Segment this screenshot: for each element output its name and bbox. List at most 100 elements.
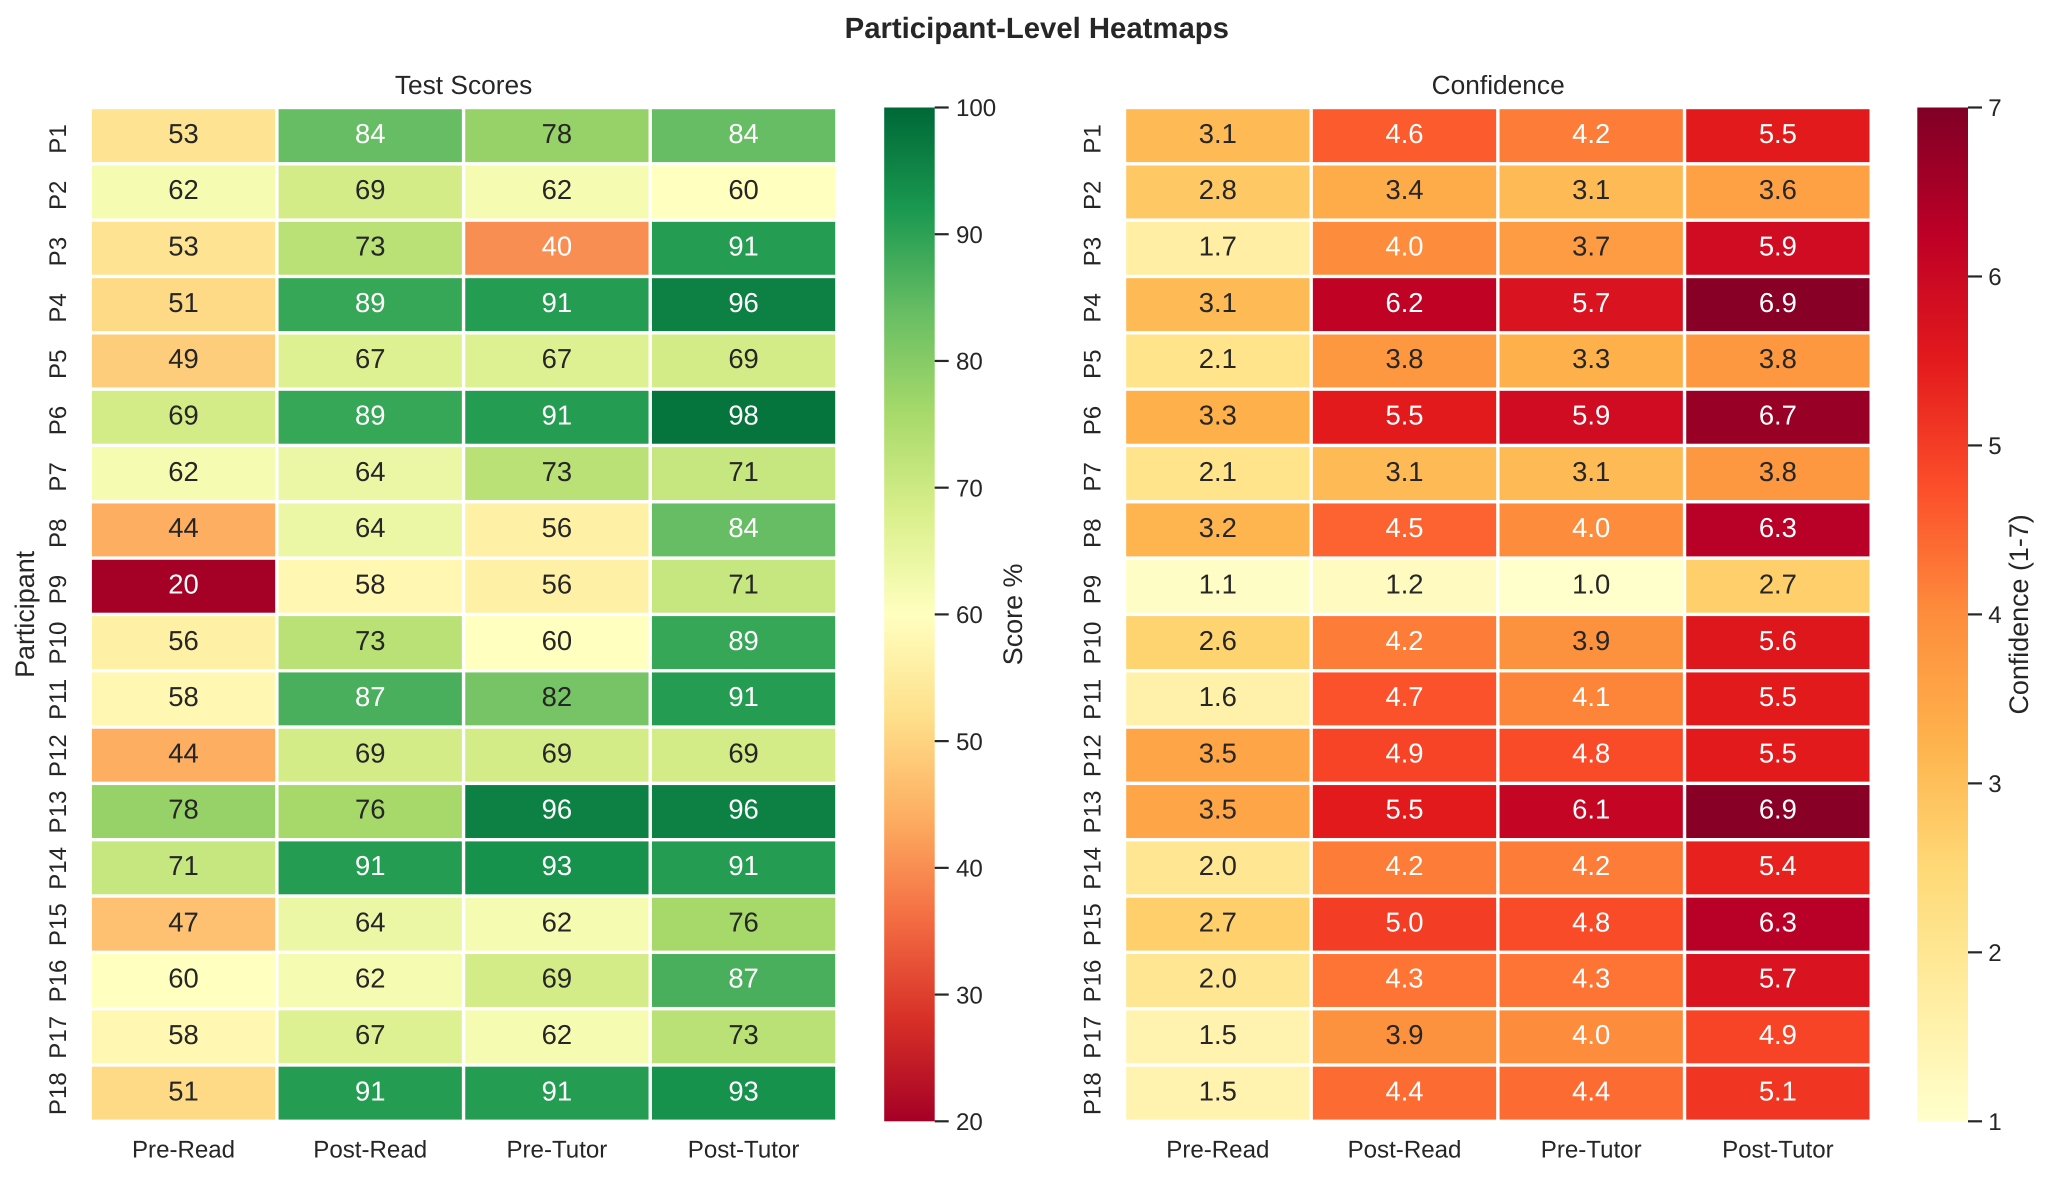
- svg-text:76: 76: [728, 906, 758, 937]
- svg-text:5.4: 5.4: [1759, 850, 1797, 881]
- svg-text:4.0: 4.0: [1385, 231, 1423, 262]
- svg-text:P1: P1: [45, 124, 72, 153]
- svg-text:3.9: 3.9: [1385, 1019, 1423, 1050]
- svg-text:Participant: Participant: [10, 550, 40, 678]
- svg-text:5.5: 5.5: [1759, 118, 1797, 149]
- svg-text:67: 67: [355, 1019, 385, 1050]
- svg-text:2.0: 2.0: [1199, 963, 1237, 994]
- svg-text:30: 30: [956, 982, 983, 1009]
- svg-text:69: 69: [168, 399, 198, 430]
- svg-text:6.9: 6.9: [1759, 287, 1797, 318]
- svg-text:5: 5: [1988, 433, 2001, 460]
- svg-text:4.9: 4.9: [1385, 737, 1423, 768]
- svg-text:P9: P9: [1079, 575, 1106, 604]
- svg-text:49: 49: [168, 343, 198, 374]
- svg-text:P14: P14: [45, 847, 72, 890]
- svg-text:56: 56: [168, 625, 198, 656]
- svg-text:3.7: 3.7: [1572, 231, 1610, 262]
- svg-text:73: 73: [355, 625, 385, 656]
- svg-text:58: 58: [355, 568, 385, 599]
- svg-text:78: 78: [168, 794, 198, 825]
- svg-text:73: 73: [355, 231, 385, 262]
- svg-text:6.2: 6.2: [1385, 287, 1423, 318]
- svg-text:Pre-Tutor: Pre-Tutor: [1541, 1136, 1642, 1163]
- svg-text:5.9: 5.9: [1572, 399, 1610, 430]
- svg-text:64: 64: [355, 456, 385, 487]
- svg-text:4.8: 4.8: [1572, 906, 1610, 937]
- svg-text:84: 84: [728, 118, 758, 149]
- svg-text:P4: P4: [45, 293, 72, 322]
- svg-text:2.1: 2.1: [1199, 343, 1237, 374]
- svg-text:1.1: 1.1: [1199, 568, 1237, 599]
- svg-text:Pre-Read: Pre-Read: [132, 1136, 235, 1163]
- svg-text:4.3: 4.3: [1385, 963, 1423, 994]
- svg-text:5.7: 5.7: [1572, 287, 1610, 318]
- svg-text:76: 76: [355, 794, 385, 825]
- svg-text:96: 96: [542, 794, 572, 825]
- svg-text:P12: P12: [1079, 734, 1106, 777]
- svg-text:2.0: 2.0: [1199, 850, 1237, 881]
- svg-text:P3: P3: [1079, 237, 1106, 266]
- svg-text:6: 6: [1988, 264, 2001, 291]
- svg-text:P8: P8: [1079, 518, 1106, 547]
- svg-text:2.1: 2.1: [1199, 456, 1237, 487]
- svg-text:91: 91: [542, 1075, 572, 1106]
- svg-text:5.5: 5.5: [1385, 794, 1423, 825]
- svg-text:62: 62: [542, 906, 572, 937]
- svg-text:62: 62: [168, 174, 198, 205]
- svg-text:4.5: 4.5: [1385, 512, 1423, 543]
- svg-text:69: 69: [728, 737, 758, 768]
- svg-text:Confidence (1-7): Confidence (1-7): [2004, 514, 2034, 714]
- svg-text:P6: P6: [45, 406, 72, 435]
- svg-text:4.4: 4.4: [1572, 1075, 1610, 1106]
- svg-text:91: 91: [355, 1075, 385, 1106]
- svg-text:2.7: 2.7: [1759, 568, 1797, 599]
- svg-text:58: 58: [168, 681, 198, 712]
- svg-text:5.6: 5.6: [1759, 625, 1797, 656]
- svg-text:1.6: 1.6: [1199, 681, 1237, 712]
- svg-text:5.5: 5.5: [1759, 681, 1797, 712]
- svg-text:91: 91: [355, 850, 385, 881]
- svg-text:4.2: 4.2: [1385, 850, 1423, 881]
- svg-text:P10: P10: [45, 622, 72, 665]
- svg-text:Post-Read: Post-Read: [313, 1136, 427, 1163]
- svg-text:Score %: Score %: [998, 564, 1028, 666]
- svg-text:90: 90: [956, 222, 983, 249]
- svg-text:7: 7: [1988, 95, 2001, 122]
- svg-text:4.3: 4.3: [1572, 963, 1610, 994]
- svg-text:6.7: 6.7: [1759, 399, 1797, 430]
- svg-text:3.8: 3.8: [1759, 456, 1797, 487]
- svg-text:P11: P11: [1079, 679, 1106, 720]
- svg-text:Test Scores: Test Scores: [395, 70, 532, 100]
- svg-text:4.8: 4.8: [1572, 737, 1610, 768]
- svg-text:3.1: 3.1: [1199, 118, 1237, 149]
- svg-text:4.0: 4.0: [1572, 512, 1610, 543]
- svg-text:91: 91: [542, 399, 572, 430]
- svg-text:3.1: 3.1: [1385, 456, 1423, 487]
- svg-text:P9: P9: [45, 575, 72, 604]
- svg-text:P8: P8: [45, 518, 72, 547]
- svg-text:5.5: 5.5: [1385, 399, 1423, 430]
- svg-text:Post-Read: Post-Read: [1348, 1136, 1462, 1163]
- svg-text:20: 20: [956, 1109, 983, 1136]
- svg-text:62: 62: [168, 456, 198, 487]
- svg-text:71: 71: [168, 850, 198, 881]
- svg-text:6.3: 6.3: [1759, 906, 1797, 937]
- svg-text:96: 96: [728, 794, 758, 825]
- svg-text:P6: P6: [1079, 406, 1106, 435]
- svg-text:3.1: 3.1: [1572, 456, 1610, 487]
- svg-text:P15: P15: [45, 903, 72, 946]
- svg-text:4.1: 4.1: [1572, 681, 1610, 712]
- svg-text:71: 71: [728, 568, 758, 599]
- svg-text:4: 4: [1988, 602, 2001, 629]
- svg-text:96: 96: [728, 287, 758, 318]
- svg-text:44: 44: [168, 737, 198, 768]
- svg-text:69: 69: [542, 737, 572, 768]
- svg-text:3.8: 3.8: [1759, 343, 1797, 374]
- svg-text:62: 62: [542, 1019, 572, 1050]
- svg-text:56: 56: [542, 568, 572, 599]
- svg-text:40: 40: [956, 856, 983, 883]
- svg-text:P13: P13: [45, 791, 72, 834]
- svg-text:P7: P7: [1079, 462, 1106, 491]
- svg-text:73: 73: [542, 456, 572, 487]
